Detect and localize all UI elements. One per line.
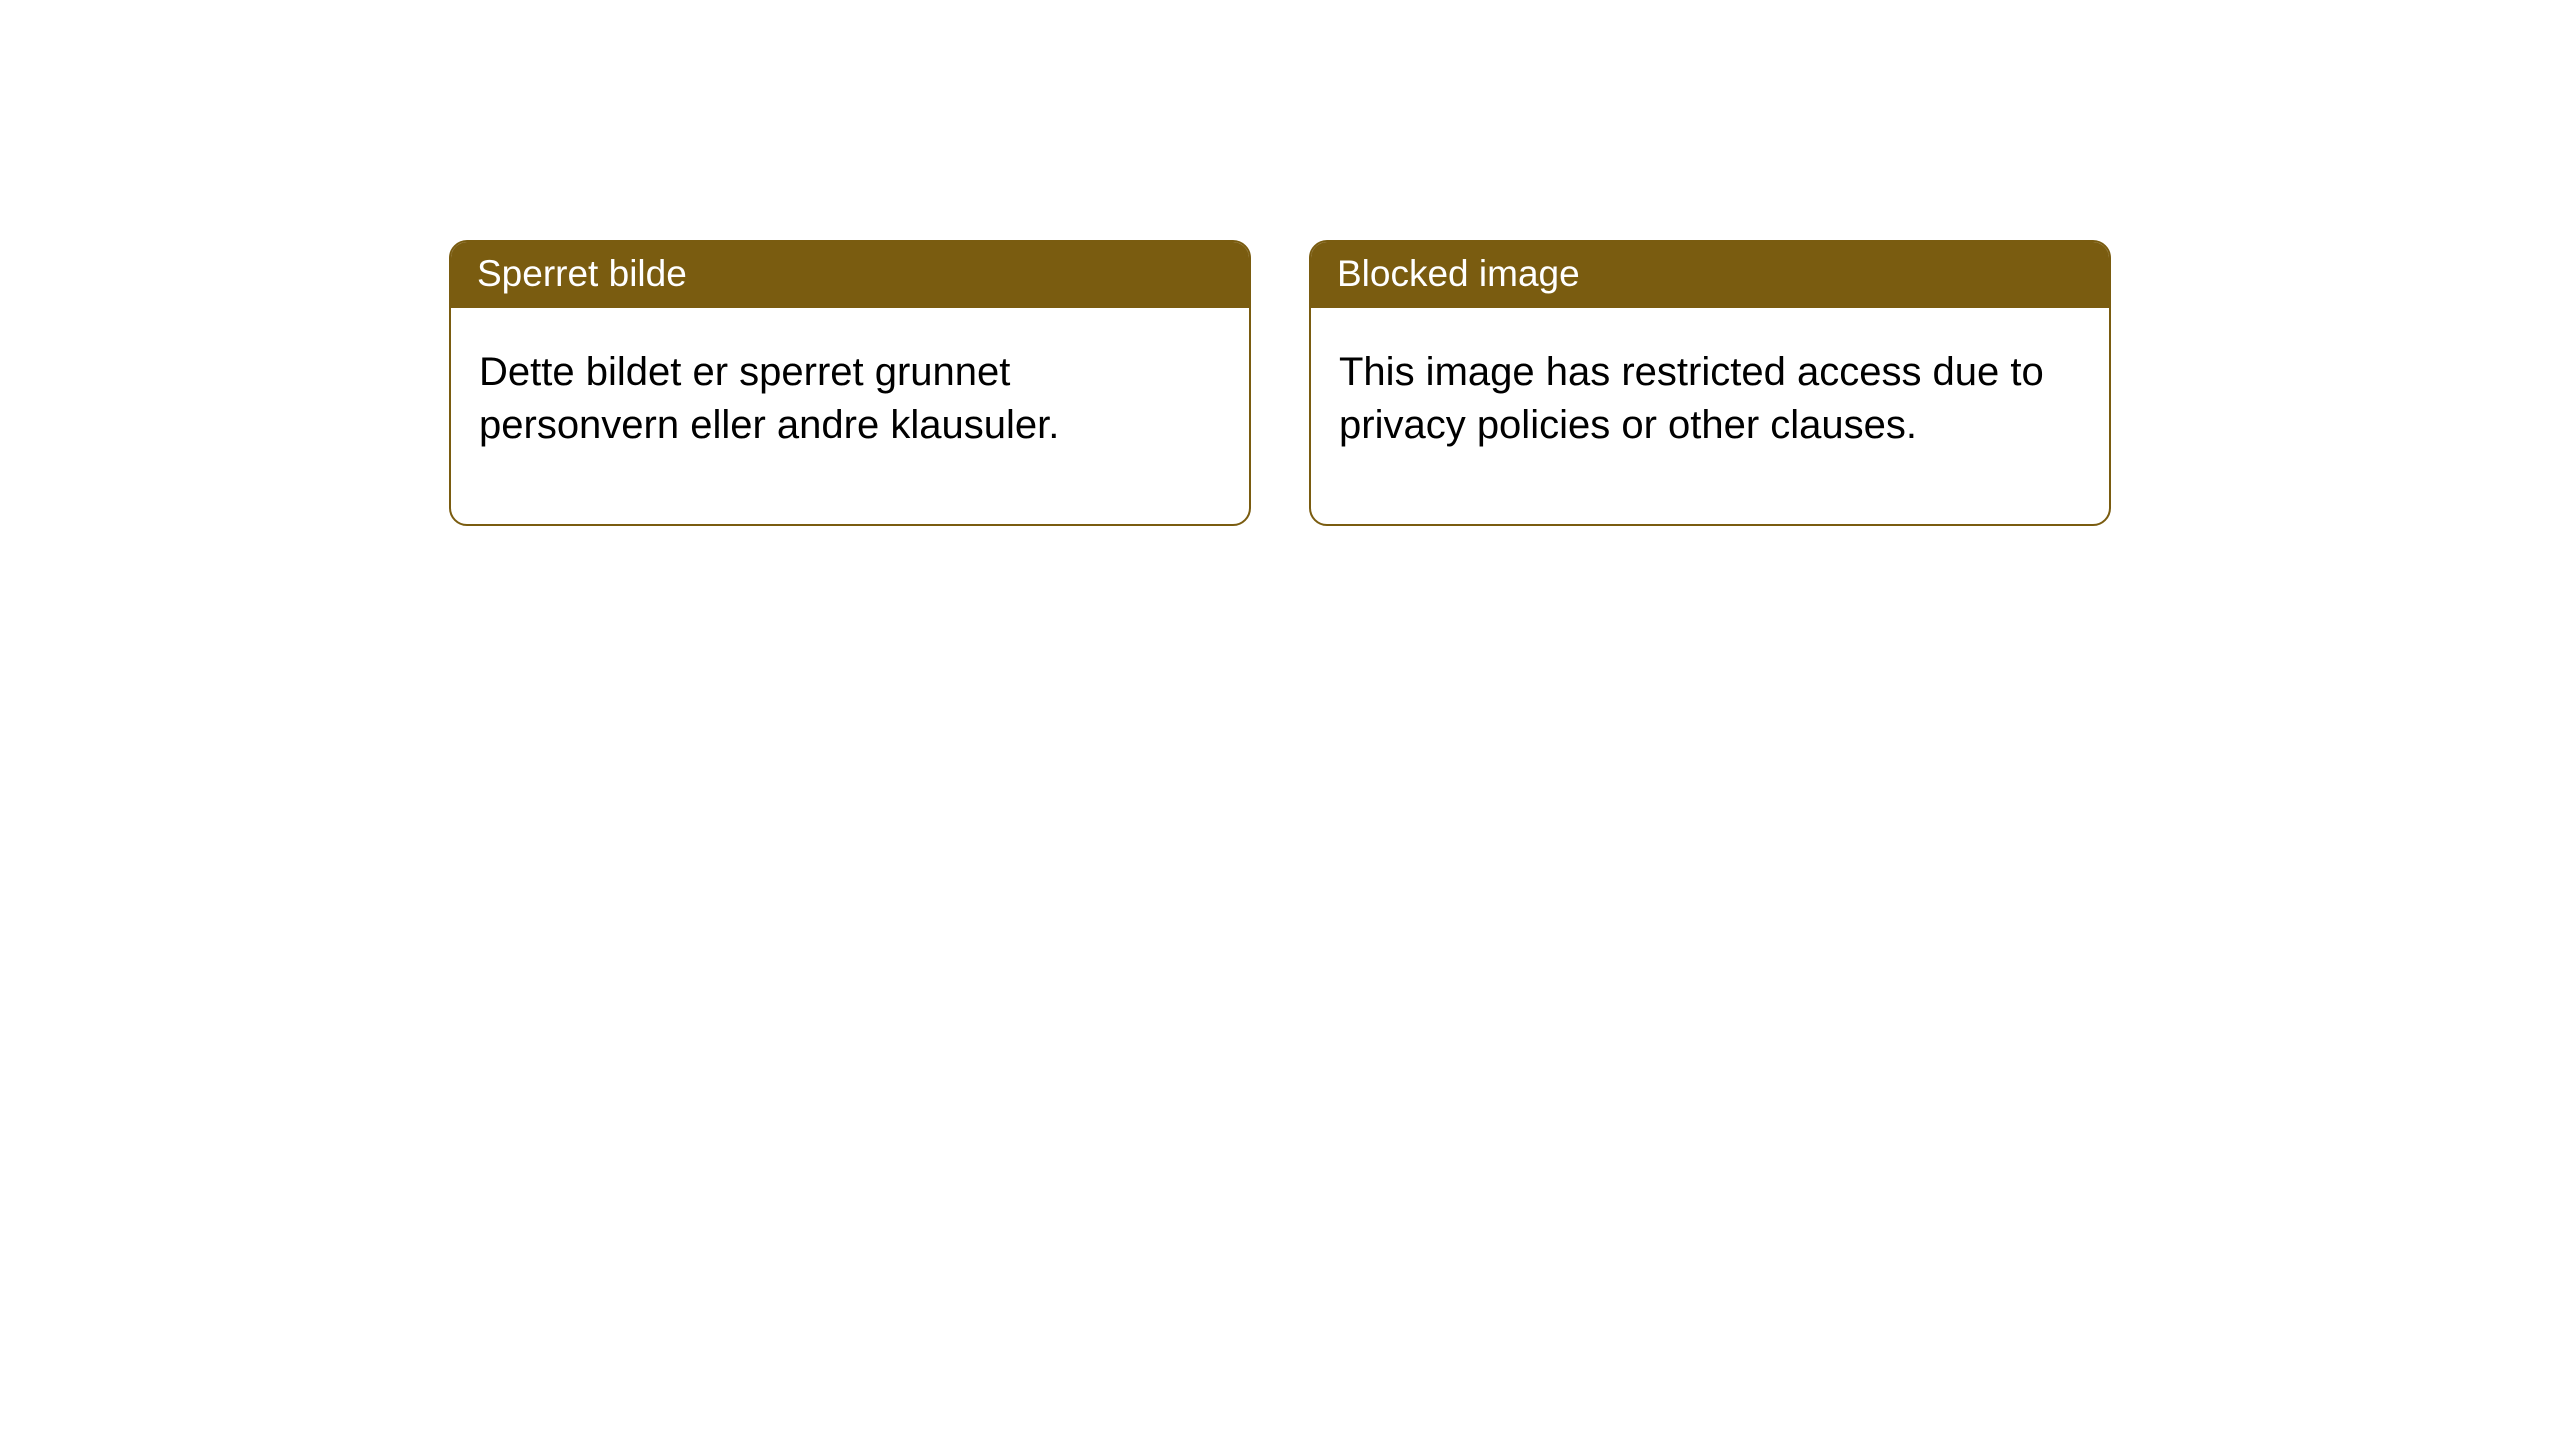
notice-title-english: Blocked image	[1311, 242, 2109, 308]
notice-body-norwegian: Dette bildet er sperret grunnet personve…	[451, 308, 1249, 524]
notice-title-norwegian: Sperret bilde	[451, 242, 1249, 308]
notice-card-english: Blocked image This image has restricted …	[1309, 240, 2111, 526]
notice-card-norwegian: Sperret bilde Dette bildet er sperret gr…	[449, 240, 1251, 526]
notice-body-english: This image has restricted access due to …	[1311, 308, 2109, 524]
notice-container: Sperret bilde Dette bildet er sperret gr…	[0, 0, 2560, 526]
